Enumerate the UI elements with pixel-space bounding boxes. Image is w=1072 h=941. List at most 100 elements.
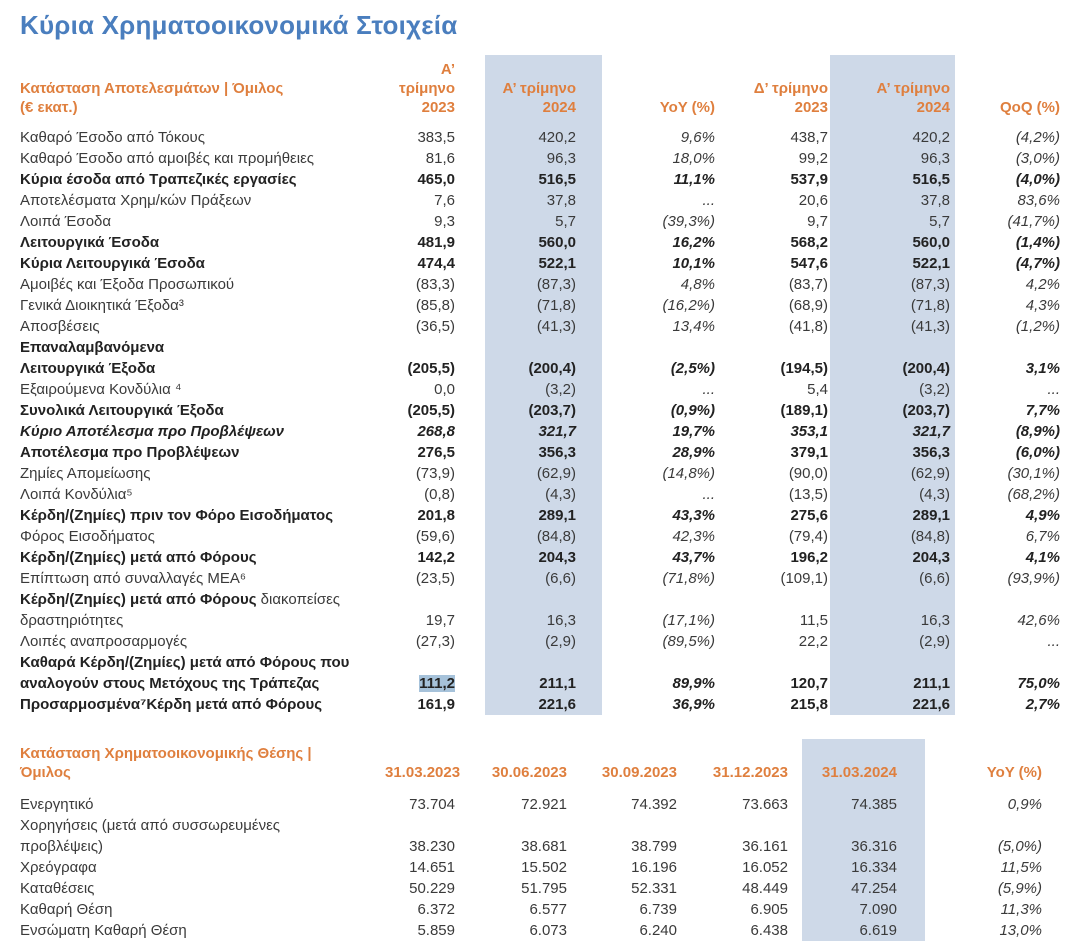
cell-value: (23,5) [415, 570, 455, 587]
cell-value: 99,2 [798, 150, 828, 167]
cell-value: (4,2%) [1015, 129, 1060, 146]
cell-value: (59,6) [415, 528, 455, 545]
cell-value: (36,5) [415, 318, 455, 335]
row-label: Αμοιβές και Έξοδα Προσωπικού [20, 276, 235, 293]
cell-value: 36.316 [802, 815, 925, 857]
cell-value: 383,5 [417, 129, 455, 146]
column-header: Δ’ τρίμηνο 2023 [717, 55, 830, 121]
cell-value: 321,7 [830, 421, 955, 442]
cell-value: (109,1) [780, 570, 828, 587]
cell-value: (84,8) [830, 526, 955, 547]
cell-value: (83,3) [415, 276, 455, 293]
cell-value: 6.073 [529, 922, 567, 939]
cell-value: 353,1 [790, 423, 828, 440]
financial-position-title-line1: Κατάσταση Χρηματοοικονομικής Θέσης | [20, 745, 312, 762]
cell-value: (3,2) [485, 379, 602, 400]
column-header: 31.12.2023 [710, 739, 802, 786]
column-header-label: Α’ τρίμηνο [502, 80, 577, 97]
cell-value: (62,9) [830, 463, 955, 484]
cell-value: (4,3) [830, 484, 955, 505]
cell-value: (4,7%) [1015, 255, 1060, 272]
row-label: Ενσώματη Καθαρή Θέση [20, 922, 187, 939]
cell-value: 438,7 [790, 129, 828, 146]
cell-value: 16,3 [830, 589, 955, 631]
income-statement-table: Κατάσταση Αποτελεσμάτων | Όμιλος (€ εκατ… [20, 55, 1064, 715]
cell-value: 74.392 [631, 796, 677, 813]
cell-value: 201,8 [417, 507, 455, 524]
table-row: Λειτουργικά Έσοδα 481,9 560,0 16,2% 568,2 560… [20, 232, 1064, 253]
cell-value: 37,8 [830, 190, 955, 211]
cell-value: 11,3% [1000, 901, 1042, 918]
table-row: Επίπτωση από συναλλαγές ΜΕΑ⁶ (23,5) (6,6)(… [20, 568, 1064, 589]
cell-value: 42,3% [672, 528, 715, 545]
cell-value: 28,9% [672, 444, 715, 461]
column-header-label: 2023 [794, 99, 828, 116]
cell-value: ... [702, 192, 715, 209]
income-statement-title-line2: (€ εκατ.) [20, 99, 78, 116]
cell-value: 4,2% [1025, 276, 1060, 293]
cell-value: 4,9% [1025, 507, 1060, 524]
cell-value: 36,9% [672, 696, 715, 713]
page-title: Κύρια Χρηματοοικονομικά Στοιχεία [20, 10, 458, 40]
cell-value: 0,0 [434, 381, 455, 398]
column-header-label: 31.03.2024 [821, 764, 897, 781]
cell-value: 52.331 [631, 880, 677, 897]
cell-value: 522,1 [485, 253, 602, 274]
cell-value: (68,9) [788, 297, 828, 314]
cell-value: 5,7 [830, 211, 955, 232]
cell-value: 6,7% [1025, 528, 1060, 545]
cell-value: 6.905 [750, 901, 788, 918]
cell-value: 37,8 [485, 190, 602, 211]
table-row: Ενεργητικό 73.704 72.921 74.392 73.663 74.385… [20, 786, 1064, 815]
cell-value: 516,5 [485, 169, 602, 190]
row-label: Εξαιρούμενα Κονδύλια ⁴ [20, 381, 182, 398]
table-row: Εξαιρούμενα Κονδύλια ⁴ 0,0 (3,2)... 5,4 (3,2… [20, 379, 1064, 400]
table-row: Γενικά Διοικητικά Έξοδα³ (85,8) (71,8) (16,… [20, 295, 1064, 316]
cell-value: 204,3 [485, 547, 602, 568]
table-row: Καθαρά Κέρδη/(Ζημίες) μετά από Φόρους πο… [20, 652, 1064, 694]
table-row: Αποτέλεσμα προ Προβλέψεων 276,5 356,3 28,9%… [20, 442, 1064, 463]
income-statement-header-row: Κατάσταση Αποτελεσμάτων | Όμιλος (€ εκατ… [20, 55, 1064, 121]
cell-value: (71,8) [485, 295, 602, 316]
table-row: Κύρια Λειτουργικά Έσοδα 474,4 522,1 10,1% 54… [20, 253, 1064, 274]
cell-value: (5,9%) [997, 880, 1042, 897]
column-header: 30.09.2023 [600, 739, 710, 786]
cell-value: 43,3% [672, 507, 715, 524]
cell-value: (41,7%) [1007, 213, 1060, 230]
cell-value: 481,9 [417, 234, 455, 251]
highlighted-value: 111,2 [419, 675, 455, 692]
cell-value: 276,5 [417, 444, 455, 461]
cell-value: 51.795 [521, 880, 567, 897]
cell-value: 43,7% [672, 549, 715, 566]
cell-value: (194,5) [780, 360, 828, 377]
cell-value: 50.229 [409, 880, 455, 897]
row-label: Χρεόγραφα [20, 859, 97, 876]
cell-value: 560,0 [830, 232, 955, 253]
financial-position-title-line2: Όμιλος [20, 764, 71, 781]
column-header-label: YoY (%) [659, 99, 715, 116]
cell-value: (68,2%) [1007, 486, 1060, 503]
cell-value: (14,8%) [662, 465, 715, 482]
cell-value: 15.502 [521, 859, 567, 876]
column-header-label: 31.12.2023 [712, 764, 788, 781]
cell-value: 142,2 [417, 549, 455, 566]
table-row: Καθαρό Έσοδο από Τόκους 383,5 420,2 9,6% 438… [20, 121, 1064, 148]
cell-value: (0,9%) [670, 402, 715, 419]
cell-value: (87,3) [830, 274, 955, 295]
cell-value: (71,8) [830, 295, 955, 316]
cell-value: (41,8) [788, 318, 828, 335]
cell-value: 221,6 [485, 694, 602, 715]
cell-value: 196,2 [790, 549, 828, 566]
column-header-label: QoQ (%) [1000, 99, 1060, 116]
income-statement-title: Κατάσταση Αποτελεσμάτων | Όμιλος (€ εκατ… [20, 55, 385, 121]
table-row: Λοιπά Κονδύλια⁵ (0,8) (4,3)... (13,5) (4,3)(… [20, 484, 1064, 505]
column-header: QoQ (%) [955, 55, 1064, 121]
cell-value: 356,3 [485, 442, 602, 463]
cell-value: (205,5) [407, 402, 455, 419]
cell-value: 6.739 [639, 901, 677, 918]
cell-value: 13,0% [999, 922, 1042, 939]
cell-value: (87,3) [485, 274, 602, 295]
cell-value: (39,3%) [662, 213, 715, 230]
cell-value: (16,2%) [662, 297, 715, 314]
row-label: Κύρια έσοδα από Τραπεζικές εργασίες [20, 171, 297, 188]
